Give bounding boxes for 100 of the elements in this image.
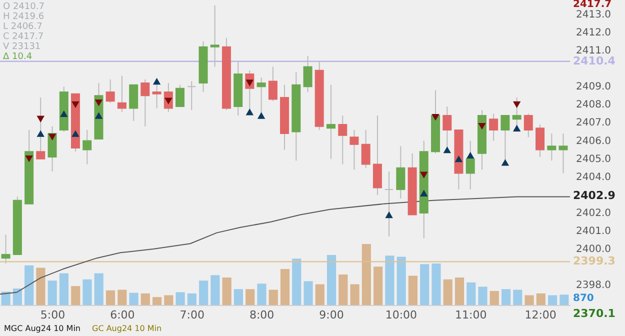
point (25, 155, 33, 162)
x-tick-label: 5:00 (40, 308, 66, 322)
candlestick (303, 55, 312, 93)
candlestick (384, 170, 394, 237)
bar (501, 289, 511, 305)
point (432, 114, 440, 121)
point (501, 159, 510, 166)
candlestick (117, 75, 126, 112)
candlestick (489, 113, 498, 142)
bar (560, 294, 569, 305)
y-tick-label: 2412.0 (576, 27, 611, 38)
y-tick-label: 2408.0 (576, 100, 611, 111)
bar (304, 281, 313, 305)
y-tick-label: 2411.0 (576, 46, 611, 57)
bar (443, 279, 452, 305)
y-tick-label: 2400.0 (576, 244, 611, 256)
bar (210, 275, 220, 305)
bar (129, 292, 138, 305)
bar (536, 293, 546, 305)
bar (478, 286, 488, 305)
bar (374, 266, 383, 305)
bar (338, 274, 348, 305)
bar (432, 264, 441, 305)
x-tick-label: 7:00 (180, 308, 204, 322)
candlestick (547, 133, 556, 162)
bar (94, 273, 104, 305)
bar (234, 289, 244, 305)
annotation: O 2410.7 (3, 2, 44, 12)
bar (490, 290, 499, 305)
text: 2402.9 (573, 189, 616, 202)
candlestick (129, 84, 138, 122)
bar (466, 282, 476, 305)
point (512, 101, 521, 108)
point (94, 100, 103, 106)
annotation: Δ 10.4 (3, 52, 32, 62)
y-tick-label: 2401.0 (576, 226, 611, 238)
bar (222, 278, 232, 305)
bar (385, 256, 394, 305)
bar (280, 269, 290, 305)
bar (268, 290, 278, 305)
text: 870 (573, 293, 594, 304)
candlestick (536, 124, 545, 158)
bar (24, 265, 34, 305)
bar (396, 256, 406, 305)
y-tick-label: 2413.0 (576, 9, 611, 20)
candlestick (372, 115, 382, 196)
point (420, 190, 428, 196)
point (48, 134, 56, 141)
text: 2370.1 (573, 307, 616, 320)
annotation: C 2417.7 (3, 32, 44, 42)
point (466, 152, 474, 159)
candlestick (524, 113, 533, 138)
point (60, 110, 68, 118)
text: MGC Aug24 10 Min (4, 324, 80, 333)
bar (454, 278, 464, 305)
point (420, 172, 428, 178)
bar (548, 295, 558, 305)
text: GC Aug24 10 Min (92, 324, 162, 333)
y-tick-label: 2402.0 (576, 208, 611, 219)
point (72, 101, 80, 108)
bar (315, 284, 324, 305)
bar (513, 290, 522, 305)
bar (257, 284, 266, 305)
point (385, 211, 393, 218)
bar (362, 244, 371, 305)
bar (12, 288, 22, 305)
candlestick (82, 129, 92, 165)
bar (326, 254, 336, 305)
annotation: H 2419.6 (3, 12, 44, 22)
point (257, 112, 266, 119)
bar (420, 264, 430, 305)
candlestick (512, 96, 522, 132)
point (36, 116, 44, 122)
bar (152, 297, 162, 305)
candlestick (36, 96, 46, 160)
bar (140, 293, 150, 305)
annotation: L 2406.7 (3, 22, 42, 32)
candlestick (140, 78, 150, 127)
candlestick (338, 115, 348, 165)
x-tick-label: 9:00 (319, 308, 344, 322)
candlestick (558, 133, 568, 174)
y-tick-label: 2406.0 (576, 136, 611, 147)
bar (106, 290, 116, 305)
y-tick-label: 2398.0 (576, 280, 611, 292)
bar (71, 286, 80, 305)
bar (164, 295, 174, 305)
annotation: V 23131 (3, 42, 41, 52)
candlestick (396, 146, 406, 200)
bar (199, 280, 208, 305)
bar (82, 279, 92, 305)
bar (350, 284, 360, 305)
ref-line-label: 2399.3 (573, 254, 616, 268)
bar (59, 273, 69, 305)
bar (408, 276, 418, 305)
candlestick (175, 84, 184, 107)
point (72, 130, 80, 137)
point (454, 155, 463, 162)
x-tick-label: 12:00 (524, 308, 556, 322)
candlestick (210, 4, 220, 68)
x-tick-label: 8:00 (249, 308, 274, 322)
